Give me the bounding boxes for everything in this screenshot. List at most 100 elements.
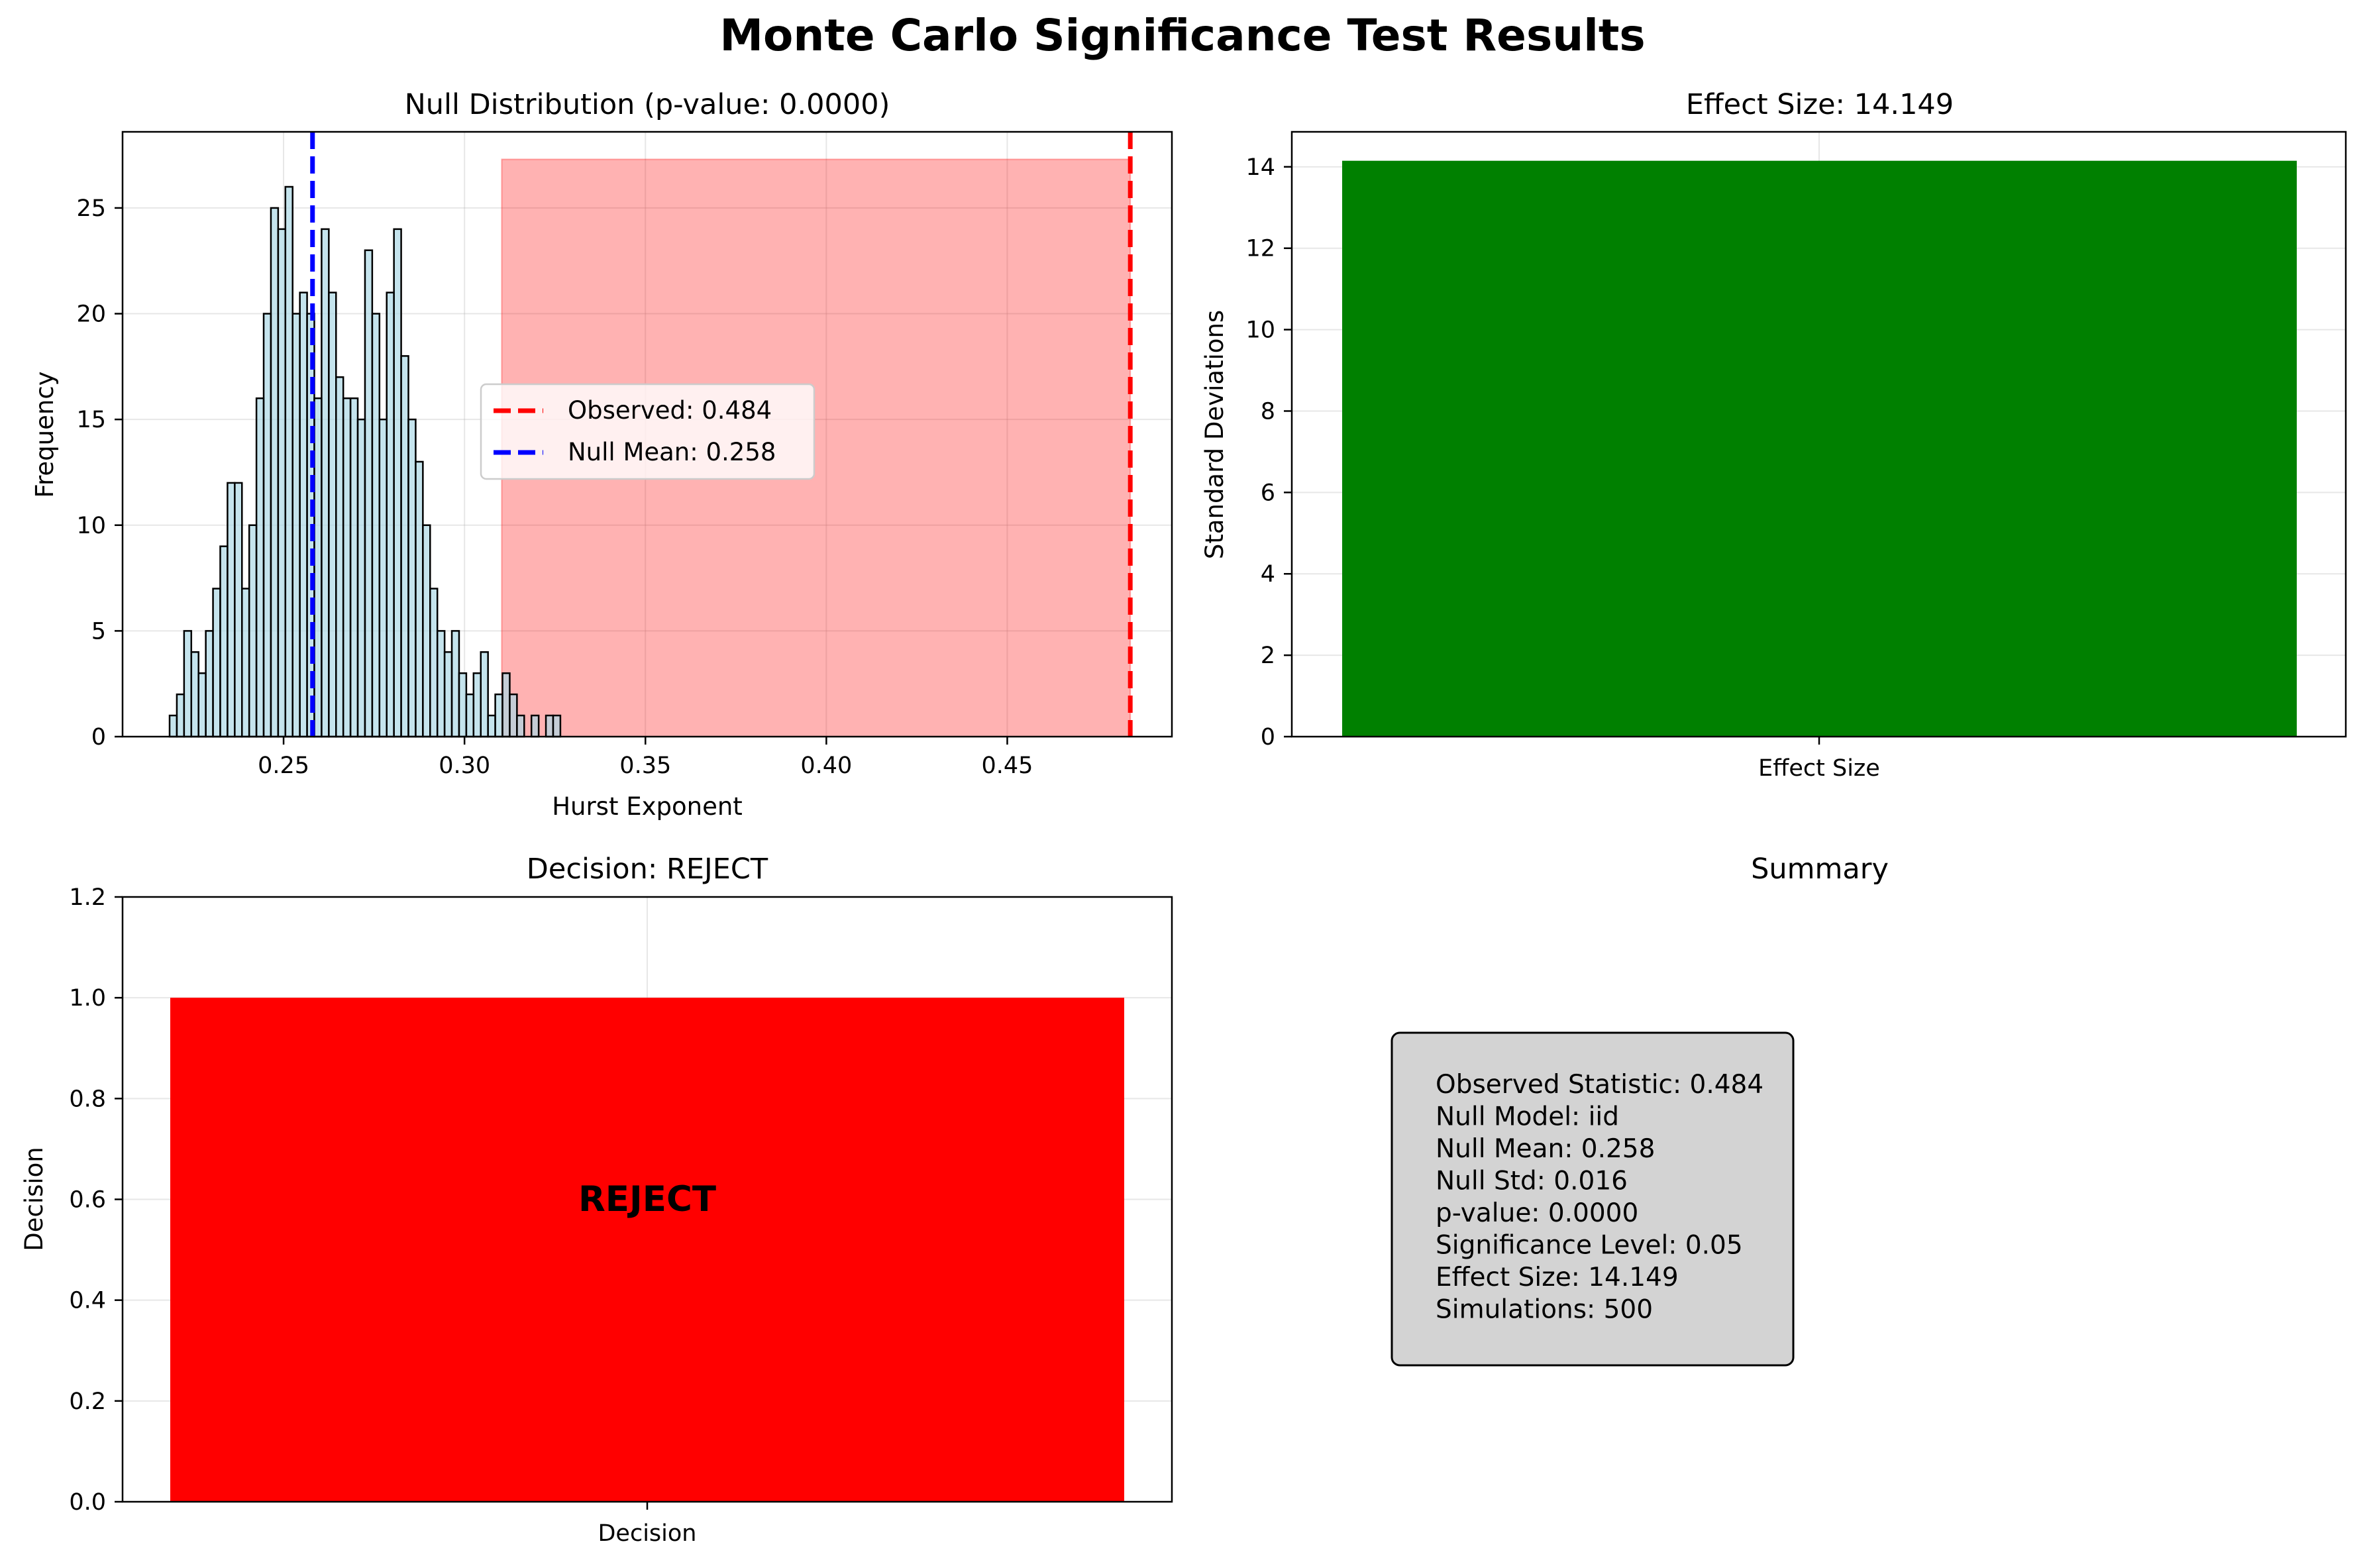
y-tick-label: 0 — [1261, 724, 1275, 751]
y-tick-label: 10 — [76, 513, 106, 539]
null-distribution-frame — [121, 131, 1173, 738]
y-tick-label: 8 — [1261, 398, 1275, 425]
legend-observed-label: Observed: 0.484 — [568, 396, 772, 425]
histogram-bar — [291, 313, 301, 738]
histogram-bar — [270, 207, 280, 738]
summary-line: Effect Size: 14.149 — [1436, 1263, 1679, 1292]
histogram-bar — [328, 291, 337, 738]
y-tick-label: 1.2 — [69, 884, 106, 911]
null-distribution-legend: Observed: 0.484 Null Mean: 0.258 — [480, 383, 815, 480]
null-distribution-title: Null Distribution (p-value: 0.0000) — [405, 88, 890, 121]
summary-line: p-value: 0.0000 — [1436, 1198, 1638, 1228]
decision-ylabel: Decision — [20, 1147, 48, 1251]
y-tick-label: 12 — [1245, 236, 1275, 262]
x-tick-label: 0.30 — [439, 753, 490, 779]
histogram-bar — [240, 588, 250, 738]
y-tick-label: 1.0 — [69, 985, 106, 1012]
histogram-bar — [234, 482, 243, 738]
histogram-bar — [429, 588, 439, 738]
y-tick-label: 0.6 — [69, 1187, 106, 1214]
histogram-bar — [248, 524, 258, 738]
null-distribution-panel: Null Distribution (p-value: 0.0000) 0.25… — [30, 88, 1173, 821]
y-tick-label: 0.8 — [69, 1086, 106, 1112]
summary-line: Null Std: 0.016 — [1436, 1167, 1628, 1196]
histogram-bar — [501, 672, 511, 738]
histogram-bar — [299, 291, 308, 738]
histogram-bar — [262, 313, 272, 738]
histogram-bar — [168, 714, 178, 738]
legend-null-mean-label: Null Mean: 0.258 — [568, 438, 776, 466]
histogram-bar — [219, 545, 229, 738]
histogram-bar — [349, 397, 359, 738]
decision-bar-label: REJECT — [578, 1179, 716, 1220]
histogram-bar — [465, 693, 475, 738]
effect-size-category-label: Effect Size — [1758, 755, 1880, 782]
histogram-bar — [443, 651, 453, 738]
y-tick-label: 0.2 — [69, 1388, 106, 1415]
histogram-bar — [255, 397, 265, 738]
histogram-bar — [190, 651, 199, 738]
y-tick-label: 0.0 — [69, 1489, 106, 1516]
summary-line: Significance Level: 0.05 — [1436, 1231, 1743, 1261]
y-tick-label: 15 — [76, 407, 106, 433]
decision-panel: Decision: REJECT REJECT 0.0 0.2 0.4 0.6 0.8 1… — [20, 853, 1173, 1547]
histogram-bar — [342, 397, 352, 738]
null-distribution-ylabel: Frequency — [30, 371, 59, 497]
y-tick-label: 20 — [76, 301, 106, 328]
null-distribution-x-ticks: 0.25 0.30 0.35 0.40 0.45 — [258, 737, 1033, 779]
y-tick-label: 0.4 — [69, 1288, 106, 1314]
summary-line: Null Model: iid — [1436, 1102, 1619, 1132]
histogram-bars — [168, 185, 562, 738]
effect-size-bar — [1342, 160, 2297, 737]
summary-box — [1391, 1031, 1795, 1367]
y-tick-label: 2 — [1261, 643, 1275, 669]
y-tick-label: 0 — [91, 724, 106, 751]
x-tick-label: 0.40 — [800, 753, 852, 779]
y-tick-label: 10 — [1245, 317, 1275, 344]
x-tick-label: 0.25 — [258, 753, 309, 779]
histogram-bar — [335, 376, 344, 738]
effect-size-panel: Effect Size: 14.149 0 2 4 6 8 10 12 14 Effect S… — [1200, 88, 2347, 782]
summary-line: Null Mean: 0.258 — [1436, 1134, 1655, 1164]
histogram-bar — [545, 714, 554, 738]
histogram-bar — [494, 693, 503, 738]
histogram-bar — [415, 460, 424, 738]
decision-category-label: Decision — [598, 1520, 696, 1547]
histogram-bar — [321, 228, 330, 738]
effect-size-ylabel: Standard Deviations — [1200, 310, 1229, 559]
null-distribution-y-ticks: 0 5 10 15 20 25 — [76, 195, 123, 751]
histogram-bar — [371, 313, 381, 738]
summary-line: Observed Statistic: 0.484 — [1436, 1070, 1763, 1100]
null-distribution-xlabel: Hurst Exponent — [552, 792, 743, 821]
x-tick-label: 0.45 — [982, 753, 1033, 779]
summary-line: Simulations: 500 — [1436, 1295, 1653, 1325]
histogram-bar — [487, 714, 496, 738]
decision-title: Decision: REJECT — [527, 853, 768, 886]
histogram-bar — [378, 418, 388, 738]
decision-y-ticks: 0.0 0.2 0.4 0.6 0.8 1.0 1.2 — [69, 884, 123, 1516]
histogram-bar — [458, 672, 468, 738]
histogram-bar — [386, 291, 395, 738]
effect-size-y-ticks: 0 2 4 6 8 10 12 14 — [1245, 154, 1292, 751]
y-tick-label: 4 — [1261, 561, 1275, 588]
histogram-bar — [407, 418, 417, 738]
histogram-bar — [183, 630, 193, 738]
histogram-bar — [422, 524, 431, 738]
summary-title: Summary — [1751, 853, 1889, 886]
histogram-bar — [530, 714, 540, 738]
histogram-bar — [552, 714, 562, 738]
legend-box — [480, 383, 815, 480]
histogram-bar — [516, 714, 525, 738]
histogram-bar — [509, 693, 518, 738]
y-tick-label: 14 — [1245, 154, 1275, 181]
histogram-bar — [176, 693, 185, 738]
histogram-bar — [212, 588, 221, 738]
histogram-bar — [480, 651, 489, 738]
histogram-bar — [205, 630, 214, 738]
histogram-bar — [227, 482, 236, 738]
histogram-bar — [313, 397, 323, 738]
figure-title: Monte Carlo Significance Test Results — [719, 10, 1645, 61]
x-tick-label: 0.35 — [619, 753, 671, 779]
